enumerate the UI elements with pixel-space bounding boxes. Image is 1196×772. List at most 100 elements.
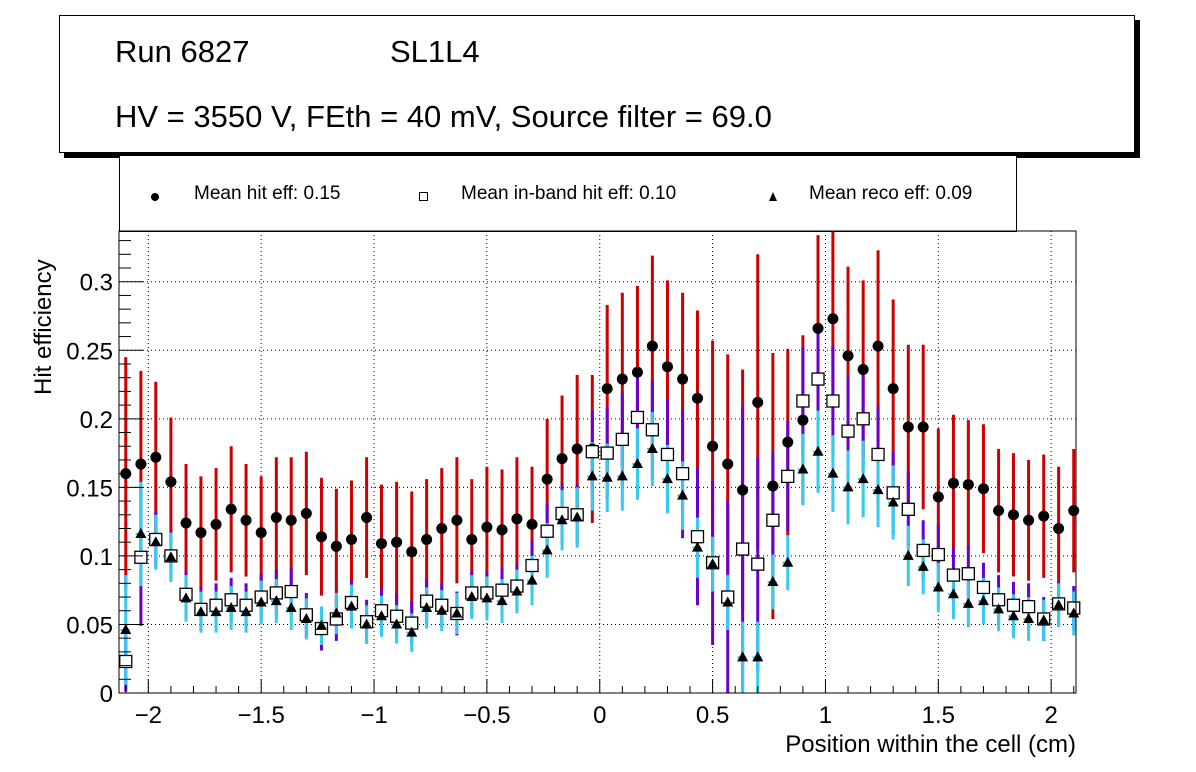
- hit-eff-point: [631, 366, 643, 378]
- hit-eff-point: [481, 521, 493, 533]
- inband-eff-point: [690, 530, 705, 544]
- reco-eff-point: [691, 541, 703, 552]
- hit-eff-point: [812, 322, 824, 334]
- hit-eff-point: [541, 473, 553, 485]
- inband-eff-point: [600, 446, 614, 460]
- inband-eff-point: [299, 608, 313, 622]
- hit-eff-point: [285, 514, 297, 526]
- reco-eff-point: [707, 558, 719, 569]
- hit-eff-point: [315, 531, 327, 543]
- reco-eff-point: [481, 592, 493, 603]
- plot-frame: [118, 230, 1077, 694]
- inband-eff-point: [119, 654, 133, 669]
- inband-eff-point: [209, 598, 223, 612]
- reco-eff-point: [797, 463, 809, 474]
- hit-eff-point: [1023, 514, 1035, 526]
- hit-eff-point: [797, 414, 809, 426]
- hit-eff-point: [902, 421, 914, 433]
- hit-eff-point: [511, 513, 523, 525]
- reco-eff-point: [511, 585, 523, 596]
- inband-eff-point: [164, 549, 178, 563]
- legend-hit-eff: Mean hit eff: 0.15: [194, 183, 341, 204]
- inband-eff-point: [419, 594, 434, 608]
- inband-eff-point: [525, 558, 539, 573]
- reco-eff-point: [1007, 610, 1019, 621]
- hit-eff-point: [677, 373, 689, 385]
- hit-eff-point: [932, 491, 944, 503]
- y-tick-label: 0.2: [80, 407, 113, 434]
- inband-eff-point: [540, 524, 554, 538]
- hit-eff-point: [857, 363, 869, 375]
- inband-eff-point: [374, 604, 389, 618]
- inband-eff-point: [841, 424, 855, 438]
- inband-eff-point: [675, 467, 690, 481]
- legend: Mean hit eff: 0.15 Mean in-band hit eff:…: [119, 156, 1017, 232]
- legend-triangle-icon: [769, 192, 777, 201]
- hit-eff-point: [872, 340, 884, 352]
- inband-eff-point: [916, 543, 930, 558]
- inband-eff-point: [1067, 601, 1081, 615]
- inband-eff-point: [359, 615, 374, 629]
- reco-eff-point: [375, 610, 387, 621]
- hit-eff-point: [436, 522, 448, 534]
- hit-eff-point: [917, 421, 929, 433]
- inband-eff-point: [495, 583, 509, 597]
- inband-eff-point: [811, 372, 825, 386]
- inband-eff-point: [991, 593, 1006, 607]
- axes: [118, 230, 1077, 694]
- inband-eff-point: [781, 469, 795, 484]
- hit-eff-point: [977, 483, 989, 495]
- y-tick-label: 0: [100, 681, 113, 708]
- y-tick-label: 0.05: [66, 612, 113, 639]
- title-box: Run 6827 SL1L4 HV = 3550 V, FEth = 40 mV…: [59, 15, 1135, 153]
- inband-eff-point: [465, 586, 479, 600]
- hit-eff-point: [737, 484, 749, 496]
- inband-eff-point: [886, 486, 900, 500]
- hit-eff-point: [375, 538, 387, 550]
- hit-eff-point: [210, 518, 222, 530]
- reco-eff-point: [541, 544, 553, 555]
- hit-eff-point: [300, 507, 312, 519]
- hit-eff-point: [767, 480, 779, 492]
- legend-reco-eff: Mean reco eff: 0.09: [809, 183, 973, 204]
- y-tick-label: 0.1: [80, 544, 113, 571]
- reco-eff-point: [330, 607, 342, 618]
- inband-eff-point: [284, 584, 298, 599]
- hit-eff-point: [782, 436, 794, 448]
- inband-eff-point: [510, 579, 524, 593]
- hit-eff-point: [150, 451, 162, 463]
- hit-eff-point: [1007, 509, 1019, 521]
- reco-eff-point: [270, 595, 282, 606]
- reco-eff-point: [180, 592, 192, 603]
- hit-eff-point: [601, 383, 613, 395]
- hit-eff-point: [180, 517, 192, 529]
- reco-eff-point: [120, 623, 132, 634]
- hit-eff-point: [240, 514, 252, 526]
- reco-eff-point: [947, 588, 959, 599]
- reco-eff-point: [677, 489, 689, 500]
- y-tick-label: 0.25: [66, 338, 113, 365]
- inband-eff-point: [269, 586, 283, 600]
- inband-eff-point: [224, 593, 238, 607]
- inband-eff-point: [931, 547, 945, 562]
- hit-eff-point: [752, 396, 764, 408]
- hit-eff-point: [330, 540, 342, 552]
- x-tick-label: 2: [1044, 702, 1057, 729]
- reco-eff-point: [842, 481, 854, 492]
- reco-eff-point: [887, 496, 899, 507]
- reco-eff-point: [496, 595, 508, 606]
- x-tick-label: 1.5: [922, 702, 955, 729]
- inband-eff-point: [314, 621, 329, 636]
- inband-eff-point: [480, 586, 494, 600]
- y-tick-label: 0.15: [66, 475, 113, 502]
- reco-eff-point: [451, 607, 463, 618]
- inband-eff-point: [961, 567, 975, 581]
- legend-square-icon: [419, 192, 428, 201]
- inband-eff-point: [721, 590, 735, 604]
- inband-eff-point: [1006, 598, 1021, 612]
- reco-eff-point: [1023, 612, 1035, 623]
- inband-eff-point: [435, 598, 449, 612]
- data-marks: [119, 231, 1081, 693]
- hit-eff-point: [827, 313, 839, 325]
- inband-eff-point: [1021, 599, 1036, 614]
